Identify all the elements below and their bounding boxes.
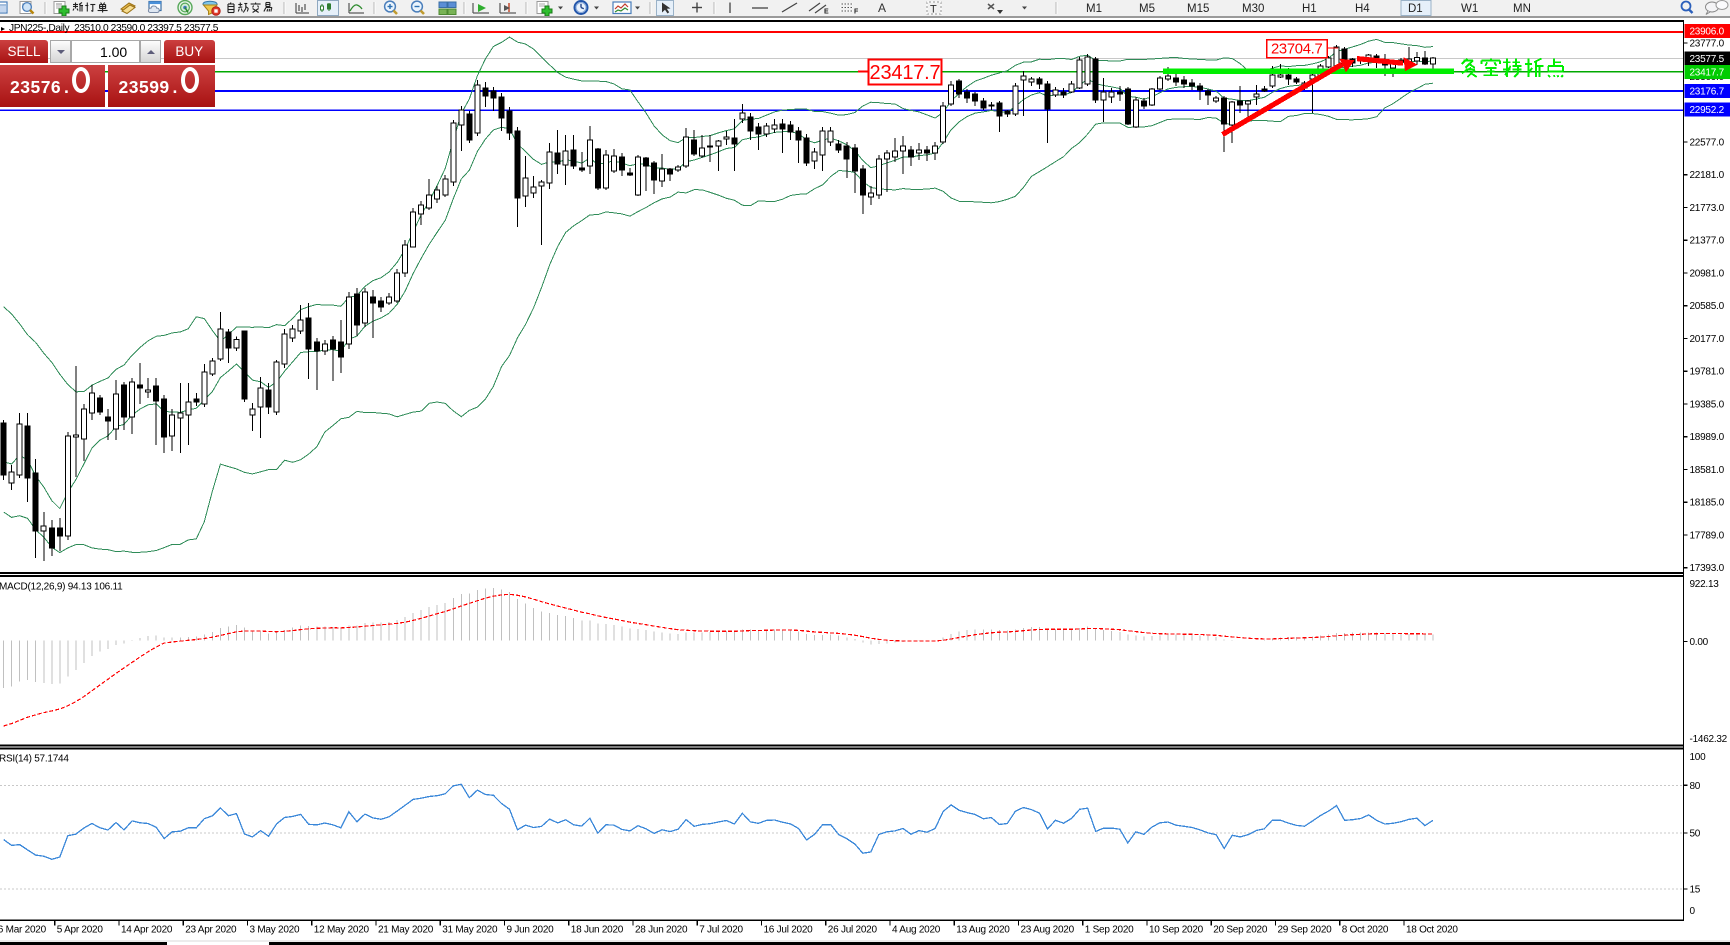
svg-text:T: T [930, 4, 937, 16]
svg-text:23 Aug 2020: 23 Aug 2020 [1021, 925, 1075, 936]
svg-text:18 Oct 2020: 18 Oct 2020 [1406, 925, 1458, 936]
svg-text:922.13: 922.13 [1690, 579, 1720, 590]
svg-text:20177.0: 20177.0 [1690, 334, 1725, 345]
svg-text:13 Aug 2020: 13 Aug 2020 [956, 925, 1010, 936]
svg-text:M15: M15 [1187, 3, 1209, 15]
svg-text:23577.5: 23577.5 [1690, 54, 1725, 65]
svg-text:23704.7: 23704.7 [1271, 42, 1322, 58]
svg-text:16 Jul 2020: 16 Jul 2020 [764, 925, 814, 936]
svg-text:28 Jun 2020: 28 Jun 2020 [635, 925, 688, 936]
svg-text:0.00: 0.00 [1690, 637, 1709, 648]
svg-text:5 Apr 2020: 5 Apr 2020 [57, 925, 104, 936]
svg-text:21773.0: 21773.0 [1690, 203, 1725, 214]
svg-text:31 May 2020: 31 May 2020 [442, 925, 498, 936]
svg-text:RSI(14) 57.1744: RSI(14) 57.1744 [0, 754, 69, 765]
svg-text:26 Jul 2020: 26 Jul 2020 [828, 925, 878, 936]
svg-text:E: E [824, 9, 829, 16]
svg-text:M5: M5 [1139, 3, 1155, 15]
svg-text:23777.0: 23777.0 [1690, 39, 1725, 50]
svg-text:8 Oct 2020: 8 Oct 2020 [1342, 925, 1389, 936]
svg-text:W1: W1 [1461, 3, 1478, 15]
svg-text:100: 100 [1690, 752, 1707, 763]
svg-text:0: 0 [1690, 906, 1696, 917]
svg-text:H4: H4 [1355, 3, 1370, 15]
svg-text:23176.7: 23176.7 [1690, 86, 1725, 97]
svg-text:9 Jun 2020: 9 Jun 2020 [507, 925, 555, 936]
svg-text:29 Sep 2020: 29 Sep 2020 [1278, 925, 1333, 936]
svg-text:23906.0: 23906.0 [1690, 27, 1725, 38]
svg-text:80: 80 [1690, 781, 1701, 792]
svg-text:20 Sep 2020: 20 Sep 2020 [1213, 925, 1268, 936]
svg-text:18581.0: 18581.0 [1690, 465, 1725, 476]
svg-text:7 Jul 2020: 7 Jul 2020 [699, 925, 743, 936]
svg-text:20585.0: 20585.0 [1690, 301, 1725, 312]
svg-text:22181.0: 22181.0 [1690, 170, 1725, 181]
svg-text:17393.0: 17393.0 [1690, 563, 1725, 574]
svg-text:21377.0: 21377.0 [1690, 236, 1725, 247]
svg-text:D1: D1 [1408, 3, 1423, 15]
svg-text:A: A [878, 1, 886, 15]
svg-text:21 May 2020: 21 May 2020 [378, 925, 434, 936]
svg-text:23417.7: 23417.7 [1690, 67, 1725, 78]
svg-text:18185.0: 18185.0 [1690, 498, 1725, 509]
svg-text:M30: M30 [1242, 3, 1264, 15]
svg-text:14 Apr 2020: 14 Apr 2020 [121, 925, 173, 936]
svg-text:MACD(12,26,9) 94.13 106.11: MACD(12,26,9) 94.13 106.11 [0, 582, 123, 593]
svg-text:F: F [854, 9, 859, 16]
svg-text:15: 15 [1690, 884, 1701, 895]
svg-text:MN: MN [1513, 3, 1531, 15]
svg-text:-1462.32: -1462.32 [1690, 734, 1728, 745]
svg-text:23 Apr 2020: 23 Apr 2020 [185, 925, 237, 936]
svg-text:19781.0: 19781.0 [1690, 367, 1725, 378]
svg-text:H1: H1 [1302, 3, 1317, 15]
svg-text:23417.7: 23417.7 [870, 62, 941, 84]
svg-text:3 May 2020: 3 May 2020 [250, 925, 300, 936]
svg-text:19385.0: 19385.0 [1690, 400, 1725, 411]
svg-text:20981.0: 20981.0 [1690, 269, 1725, 280]
svg-text:10 Sep 2020: 10 Sep 2020 [1149, 925, 1204, 936]
svg-text:M1: M1 [1086, 3, 1102, 15]
svg-text:1 Sep 2020: 1 Sep 2020 [1085, 925, 1134, 936]
svg-text:22577.0: 22577.0 [1690, 138, 1725, 149]
svg-text:18989.0: 18989.0 [1690, 432, 1725, 443]
svg-text:18 Jun 2020: 18 Jun 2020 [571, 925, 624, 936]
svg-text:17789.0: 17789.0 [1690, 531, 1725, 542]
svg-text:50: 50 [1690, 829, 1701, 840]
svg-text:22952.2: 22952.2 [1690, 105, 1725, 116]
svg-text:4 Aug 2020: 4 Aug 2020 [892, 925, 941, 936]
svg-text:26 Mar 2020: 26 Mar 2020 [0, 925, 47, 936]
svg-text:12 May 2020: 12 May 2020 [314, 925, 370, 936]
